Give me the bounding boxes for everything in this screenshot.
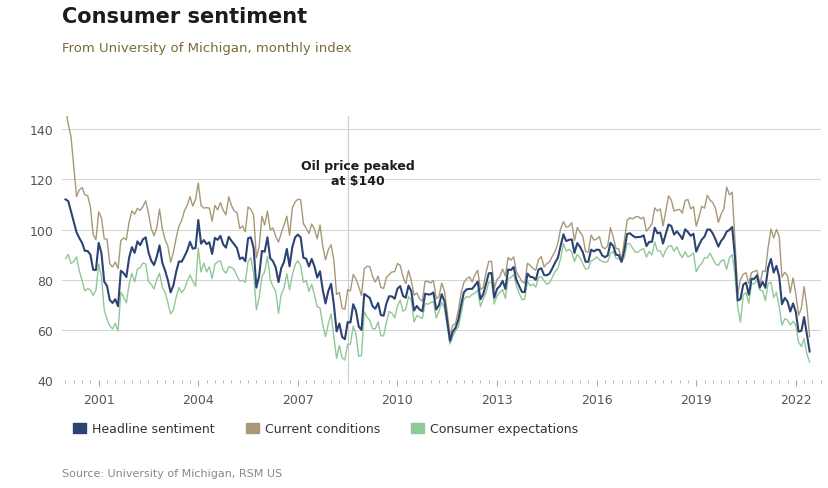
Text: Oil price peaked
at $140: Oil price peaked at $140 (301, 160, 414, 188)
Text: Consumer sentiment: Consumer sentiment (62, 7, 307, 27)
Legend: Headline sentiment, Current conditions, Consumer expectations: Headline sentiment, Current conditions, … (69, 417, 582, 440)
Text: From University of Michigan, monthly index: From University of Michigan, monthly ind… (62, 41, 351, 55)
Text: Source: University of Michigan, RSM US: Source: University of Michigan, RSM US (62, 468, 282, 478)
